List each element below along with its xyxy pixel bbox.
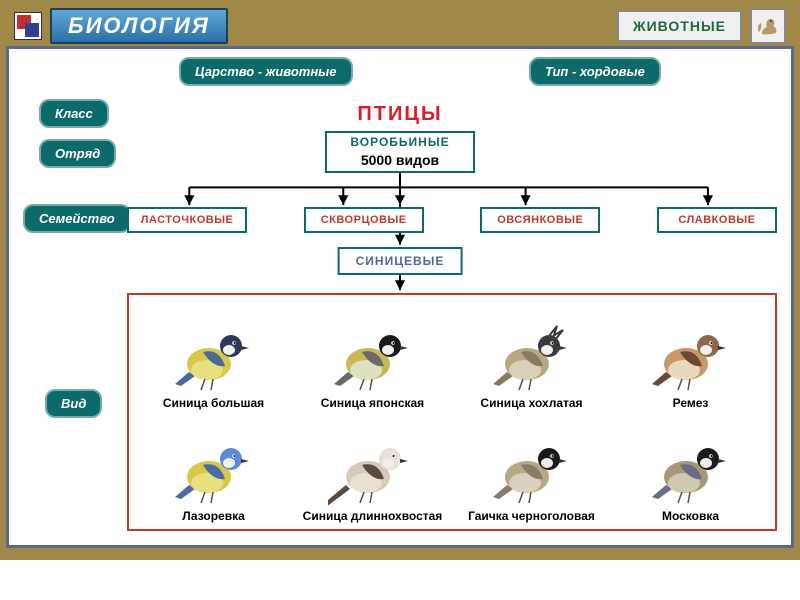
species-cell-0: Синица большая [139,301,288,410]
order-count: 5000 видов [327,151,473,171]
species-cell-4: Лазоревка [139,414,288,523]
species-cell-7: Московка [616,414,765,523]
class-title: ПТИЦЫ [357,103,442,126]
topbar: БИОЛОГИЯ ЖИВОТНЫЕ [6,6,794,46]
family-row: ЛАСТОЧКОВЫЕ СКВОРЦОВЫЕ ОВСЯНКОВЫЕ СЛАВКОВЫЕ [127,207,777,233]
species-cell-5: Синица длиннохвостая [298,414,447,523]
species-cell-2: Синица хохлатая [457,301,606,410]
app-title: БИОЛОГИЯ [50,8,228,44]
species-label: Лазоревка [182,509,245,523]
pill-species: Вид [45,389,102,418]
pill-class: Класс [39,99,109,128]
species-label: Гаичка черноголовая [468,509,595,523]
family-center: СИНИЦЕВЫЕ [338,247,463,275]
family-box-2: ОВСЯНКОВЫЕ [480,207,600,233]
family-box-0: ЛАСТОЧКОВЫЕ [127,207,247,233]
pill-kingdom: Царство - животные [179,57,353,86]
species-cell-6: Гаичка черноголовая [457,414,606,523]
species-label: Синица японская [321,396,424,410]
species-label: Синица хохлатая [480,396,582,410]
species-cell-1: Синица японская [298,301,447,410]
family-box-3: СЛАВКОВЫЕ [657,207,777,233]
species-cell-3: Ремез [616,301,765,410]
species-label: Московка [662,509,719,523]
pill-phylum: Тип - хордовые [529,57,661,86]
species-label: Ремез [673,396,709,410]
order-box: ВОРОБЬИНЫЕ 5000 видов [325,131,475,173]
species-box: Синица большая Синица японская Синица хохл… [127,293,777,531]
pill-order: Отряд [39,139,116,168]
pill-family: Семейство [23,204,131,233]
family-box-1: СКВОРЦОВЫЕ [304,207,424,233]
content-panel: Царство - животные Тип - хордовые Класс … [6,46,794,548]
app-frame: БИОЛОГИЯ ЖИВОТНЫЕ [0,0,800,560]
species-label: Синица большая [163,396,264,410]
species-label: Синица длиннохвостая [303,509,443,523]
squirrel-button[interactable] [750,8,786,44]
squirrel-icon [756,14,780,38]
app-logo-icon [14,12,42,40]
category-label[interactable]: ЖИВОТНЫЕ [617,10,742,42]
order-name: ВОРОБЬИНЫЕ [327,133,473,151]
